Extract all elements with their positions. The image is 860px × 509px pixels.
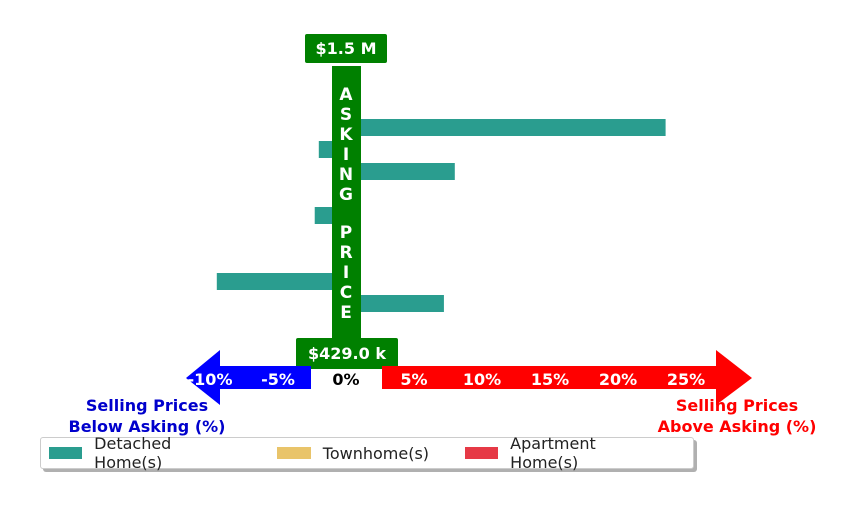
bars-group — [216, 75, 666, 334]
x-tick-label: 0% — [332, 370, 359, 389]
above-asking-label-line2: Above Asking (%) — [658, 417, 817, 436]
asking-letter-1: S — [340, 105, 352, 125]
asking-letter-8: R — [339, 243, 352, 263]
legend-swatch-detached — [49, 447, 83, 459]
above-asking-arrow — [382, 350, 752, 405]
legend: Detached Home(s) Townhome(s) Apartment H… — [40, 434, 694, 472]
legend-item-apartment: Apartment Home(s) — [465, 434, 665, 472]
x-tick-label: -5% — [261, 370, 295, 389]
legend-item-townhome: Townhome(s) — [276, 443, 430, 463]
bar-detached-10 — [346, 295, 444, 312]
bottom-price-label: $429.0 k — [308, 344, 386, 363]
asking-letter-4: N — [339, 165, 353, 185]
legend-item-detached: Detached Home(s) — [49, 434, 241, 472]
x-tick-label: 15% — [531, 370, 569, 389]
below-asking-label-line1: Selling Prices — [86, 396, 208, 415]
below-asking-label-line2: Below Asking (%) — [69, 417, 226, 436]
bar-detached-2 — [346, 119, 666, 136]
x-tick-label: 25% — [667, 370, 705, 389]
asking-letter-10: C — [340, 283, 352, 303]
legend-swatch-apartment — [465, 447, 499, 459]
asking-letter-5: G — [339, 185, 353, 205]
above-asking-label-line1: Selling Prices — [676, 396, 798, 415]
asking-price-bar — [332, 66, 361, 342]
asking-letter-9: I — [343, 263, 349, 283]
x-tick-label: 5% — [400, 370, 427, 389]
legend-label-townhome: Townhome(s) — [322, 443, 430, 463]
legend-label-apartment: Apartment Home(s) — [510, 434, 596, 472]
bar-detached-9 — [216, 273, 346, 290]
asking-letter-0: A — [339, 85, 353, 105]
x-tick-label: 10% — [463, 370, 501, 389]
bottom-price-badge — [296, 338, 398, 369]
asking-letter-7: P — [340, 223, 352, 243]
legend-label-detached: Detached Home(s) — [94, 434, 172, 472]
x-tick-labels: -10% -5% 0% 5% 10% 15% 20% 25% — [188, 370, 706, 389]
asking-letter-3: I — [343, 145, 349, 165]
x-tick-label: -10% — [188, 370, 233, 389]
legend-swatch-townhome — [276, 447, 311, 459]
x-tick-label: 20% — [599, 370, 637, 389]
asking-letter-11: E — [340, 303, 352, 323]
asking-letter-2: K — [339, 125, 353, 145]
top-price-label: $1.5 M — [316, 39, 377, 58]
below-asking-arrow — [186, 350, 311, 405]
bar-detached-4 — [346, 163, 455, 180]
top-price-badge — [305, 34, 387, 63]
